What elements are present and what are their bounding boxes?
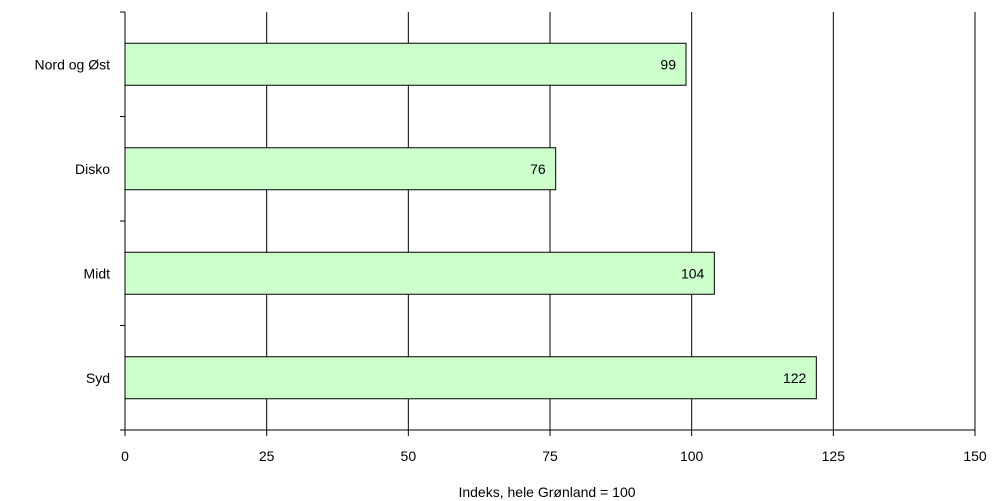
y-category-label: Syd bbox=[86, 370, 110, 386]
bar bbox=[124, 356, 817, 400]
bars bbox=[124, 42, 817, 400]
x-tick-label: 75 bbox=[542, 448, 558, 464]
data-label: 104 bbox=[681, 265, 705, 281]
x-tick-label: 25 bbox=[259, 448, 275, 464]
x-tick-label: 100 bbox=[680, 448, 704, 464]
x-tick-label: 125 bbox=[822, 448, 846, 464]
x-axis-title: Indeks, hele Grønland = 100 bbox=[458, 484, 635, 500]
x-tick-label: 50 bbox=[401, 448, 417, 464]
bar bbox=[124, 251, 715, 295]
bar bbox=[124, 147, 557, 191]
data-label: 99 bbox=[660, 56, 676, 72]
bar bbox=[124, 42, 687, 86]
y-category-label: Disko bbox=[75, 161, 110, 177]
y-category-label: Midt bbox=[84, 265, 111, 281]
data-label: 76 bbox=[530, 161, 546, 177]
data-label: 122 bbox=[783, 370, 807, 386]
labels: 0 25 50 75 100 125 150 Nord og Øst 99 Disko 76 Midt… bbox=[35, 56, 987, 464]
x-tick-label: 150 bbox=[963, 448, 987, 464]
x-tick-label: 0 bbox=[121, 448, 129, 464]
y-category-label: Nord og Øst bbox=[35, 56, 111, 72]
